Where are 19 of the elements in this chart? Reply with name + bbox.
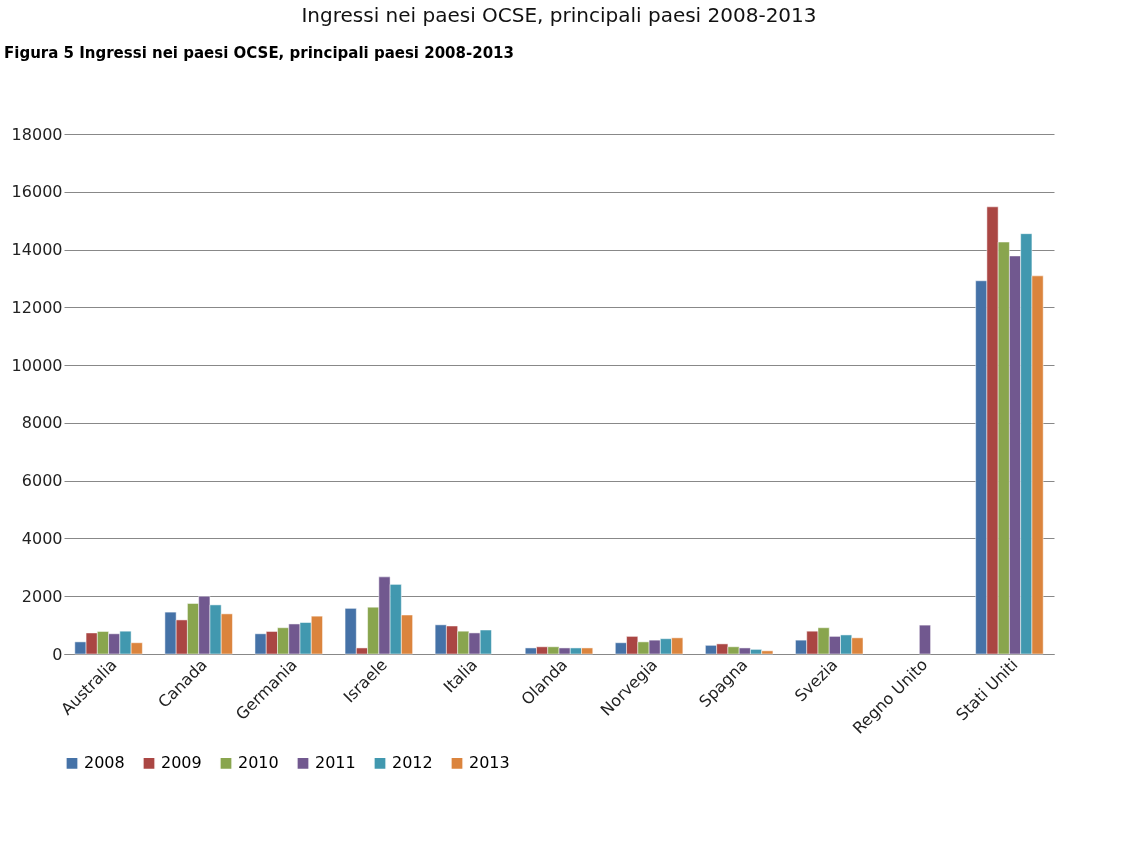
y-tick-label: 10000 xyxy=(11,355,63,375)
y-tick-label: 16000 xyxy=(11,182,63,202)
y-tick-label: 4000 xyxy=(21,528,63,548)
y-tick-label: 14000 xyxy=(11,240,63,260)
legend-label: 2012 xyxy=(392,753,433,773)
y-tick-label: 18000 xyxy=(11,124,63,144)
legend-label: 2011 xyxy=(315,753,356,773)
y-tick-label: 0 xyxy=(52,644,63,664)
text: Figura 5 Ingressi nei paesi OCSE, principali paesi 2008-2013 xyxy=(4,44,514,62)
chart-title: Ingressi nei paesi OCSE, principali paesi 2008-2013 xyxy=(301,3,817,27)
y-tick-label: 8000 xyxy=(21,413,63,433)
y-tick-label: 2000 xyxy=(21,586,63,606)
legend-label: 2013 xyxy=(469,753,510,773)
legend-label: 2009 xyxy=(161,753,202,773)
legend-label: 2008 xyxy=(84,753,125,773)
y-tick-label: 12000 xyxy=(11,297,63,317)
legend-label: 2010 xyxy=(238,753,279,773)
y-tick-label: 6000 xyxy=(21,471,63,491)
bar xyxy=(919,624,931,655)
